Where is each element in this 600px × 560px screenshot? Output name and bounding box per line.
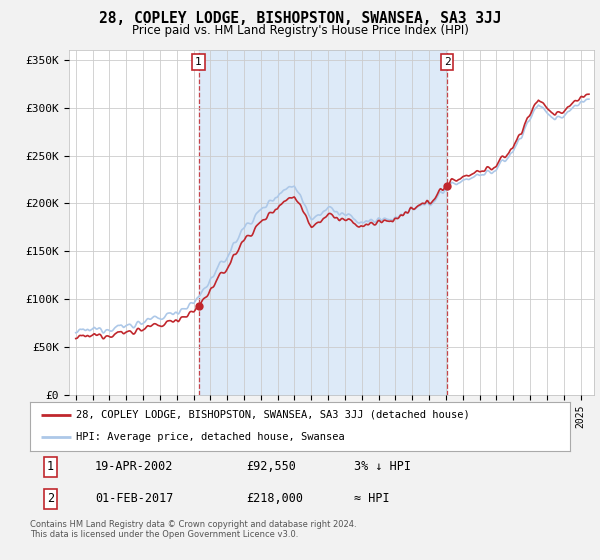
Text: £92,550: £92,550 xyxy=(246,460,296,473)
Text: 3% ↓ HPI: 3% ↓ HPI xyxy=(354,460,411,473)
Text: 28, COPLEY LODGE, BISHOPSTON, SWANSEA, SA3 3JJ: 28, COPLEY LODGE, BISHOPSTON, SWANSEA, S… xyxy=(99,11,501,26)
Text: £218,000: £218,000 xyxy=(246,492,303,506)
Text: 01-FEB-2017: 01-FEB-2017 xyxy=(95,492,173,506)
Text: Contains HM Land Registry data © Crown copyright and database right 2024.
This d: Contains HM Land Registry data © Crown c… xyxy=(30,520,356,539)
Text: 28, COPLEY LODGE, BISHOPSTON, SWANSEA, SA3 3JJ (detached house): 28, COPLEY LODGE, BISHOPSTON, SWANSEA, S… xyxy=(76,410,470,420)
Text: 19-APR-2002: 19-APR-2002 xyxy=(95,460,173,473)
Bar xyxy=(199,50,447,395)
Text: 1: 1 xyxy=(195,57,202,67)
Text: Price paid vs. HM Land Registry's House Price Index (HPI): Price paid vs. HM Land Registry's House … xyxy=(131,24,469,36)
Text: ≈ HPI: ≈ HPI xyxy=(354,492,389,506)
Text: 2: 2 xyxy=(444,57,451,67)
Text: 1: 1 xyxy=(47,460,54,473)
Text: 2: 2 xyxy=(47,492,54,506)
Text: HPI: Average price, detached house, Swansea: HPI: Average price, detached house, Swan… xyxy=(76,432,344,442)
